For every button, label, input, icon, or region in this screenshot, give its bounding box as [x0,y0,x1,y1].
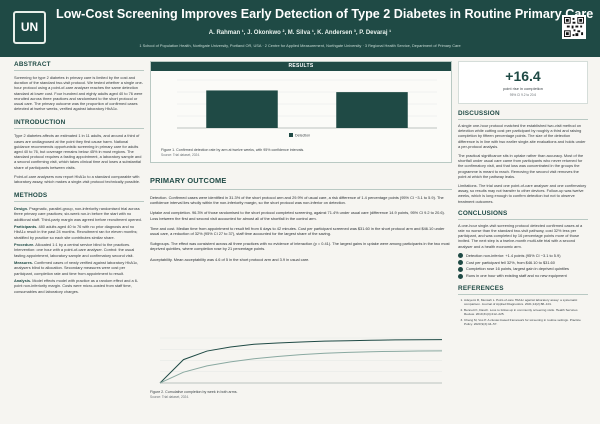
discussion-heading: DISCUSSION [458,110,588,120]
legend-label: Detection [295,134,310,138]
primary-outcome-paragraph: Detection. Confirmed cases were identifi… [150,195,444,206]
methods-item: Measures. Confirmed cases of newly verif… [14,260,139,276]
primary-outcome-section: PRIMARY OUTCOME Detection. Confirmed cas… [150,176,452,267]
discussion-text: A single one-hour protocol matched the e… [458,123,588,204]
results-panel: RESULTS Detection Figure 1. Confirmed de… [150,61,452,163]
introduction-paragraph: Point-of-care analysers now report HbA1c… [14,173,140,185]
conclusions-heading: CONCLUSIONS [458,210,588,220]
poster-title: Low-Cost Screening Improves Early Detect… [56,7,594,21]
methods-item: Analysis. Model effects model with pract… [14,278,139,294]
check-icon [458,260,463,266]
introduction-text: Type 2 diabetes affects an estimated 1 i… [14,133,144,184]
list-item: Cost per participant fell 32%, from $46.… [458,260,588,266]
conclusions-list: Detection non-inferior: +1.4 points (95%… [458,253,588,279]
discussion-paragraph: Limitations. The trial used one point-of… [458,183,587,204]
figure2-caption-block: Figure 2. Cumulative completion by week … [150,390,452,399]
headline-stat-ci: 95% CI 9.2 to 20.6 [509,93,537,97]
right-column: DISCUSSION A single one-hour protocol ma… [458,110,588,328]
references-heading: REFERENCES [458,285,588,296]
references-list: Adeyemi R, Mensah L. Point-of-care HbA1c… [458,298,588,326]
section-divider [150,189,452,190]
discussion-paragraph: A single one-hour protocol matched the e… [458,123,586,149]
series-line [159,339,443,384]
conclusions-text: A one-hour single-visit screening protoc… [458,223,588,249]
check-icon [458,266,463,272]
detection-bar-chart: Detection [177,79,437,138]
headline-stat-value: +16.4 [505,68,541,84]
methods-heading: METHODS [14,192,144,203]
list-item: Detection non-inferior: +1.4 points (95%… [458,253,588,259]
qr-code-graphic [564,17,584,37]
results-heading: RESULTS [151,62,451,71]
headline-stat-label: point rise in completion [503,86,543,91]
list-item: Completion rose 16 points, largest gain … [458,266,588,272]
affiliations: 1 School of Population Health, Northgate… [139,43,461,48]
bar [206,90,278,128]
headline-stat-box: +16.4 point rise in completion 95% CI 9.… [458,61,588,104]
methods-item: Procedure. Allocated 1:1 by a central se… [14,242,135,258]
qr-code-icon[interactable] [562,15,586,39]
abstract-heading: ABSTRACT [14,61,144,71]
primary-outcome-paragraph: Time and cost. Median time from appointm… [150,225,445,237]
reference-item: Cheng M, Vos P. A cluster-based framewor… [464,318,588,326]
check-icon [458,273,463,279]
primary-outcome-paragraph: Subgroups. The effect was consistent acr… [150,241,450,252]
methods-item: Design. Pragmatic, parallel-group, non-i… [14,206,142,222]
bar [336,92,408,128]
figure2-caption: Figure 2. Cumulative completion by week … [150,390,238,394]
university-logo: UN [13,11,46,44]
figure1-caption: Figure 1. Confirmed detection rate by ar… [161,148,305,152]
abstract-text: Screening for type 2 diabetes in primary… [14,75,144,111]
primary-outcome-heading: PRIMARY OUTCOME [150,176,227,185]
abstract-paragraph: Screening for type 2 diabetes in primary… [14,75,144,112]
introduction-heading: INTRODUCTION [14,119,144,130]
figure1-caption-block: Figure 1. Confirmed detection rate by ar… [161,148,443,157]
list-item: Runs in one hour with existing staff and… [458,273,588,279]
introduction-paragraph: Type 2 diabetes affects an estimated 1 i… [14,133,142,170]
author-list: A. Rahman ¹, J. Okonkwo ², M. Silva ¹, K… [208,30,392,36]
methods-item: Participants. 480 adults aged 40 to 76 w… [14,224,138,240]
reference-item: Adeyemi R, Mensah L. Point-of-care HbA1c… [464,298,588,306]
discussion-paragraph: The practical significance sits in uptak… [458,153,584,179]
primary-outcome-paragraph: Uptake and completion. 96.3% of those ra… [150,210,445,221]
legend-swatch [289,133,293,137]
methods-text: Design. Pragmatic, parallel-group, non-i… [14,206,144,294]
check-icon [458,253,463,259]
figure2-source: Source: Trial dataset, 2024. [150,394,189,399]
completion-line-chart [159,337,443,384]
poster-header: UN Low-Cost Screening Improves Early Det… [0,0,600,57]
conclusions-paragraph: A one-hour single-visit screening protoc… [458,222,583,249]
reference-item: Bennett K, Dasch. Loss to follow-up in c… [464,308,588,316]
left-column: ABSTRACT Screening for type 2 diabetes i… [14,61,144,296]
primary-outcome-paragraph: Acceptability. Mean acceptability was 4.… [150,256,310,262]
figure1-source: Source: Trial dataset, 2024. [161,152,200,157]
series-line [159,350,443,384]
